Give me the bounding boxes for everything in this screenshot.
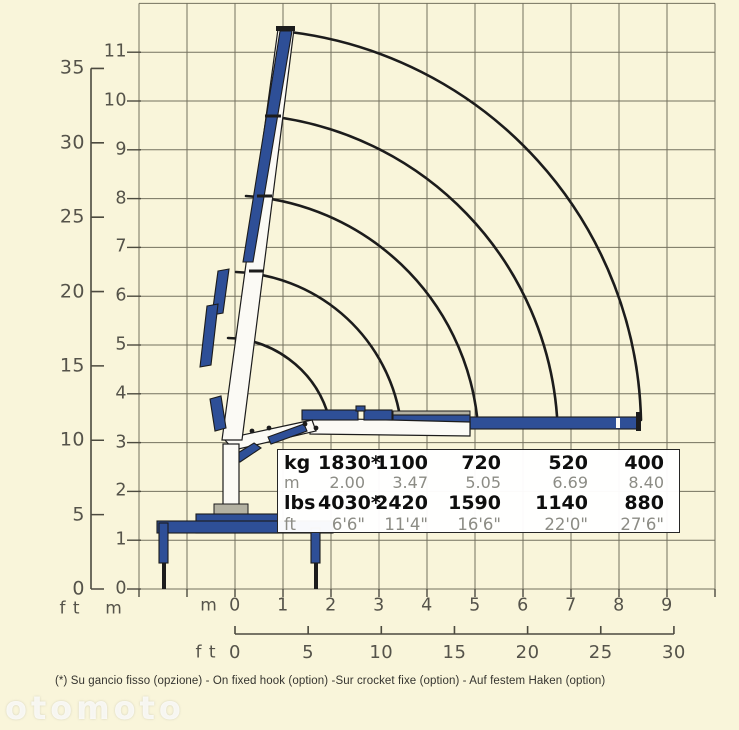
bottom-m-tick-label: 4 (421, 595, 433, 616)
left-ft-tick-label: 5 (72, 503, 85, 526)
bottom-ft-tick-label: 10 (369, 642, 394, 663)
bottom-m-tick-label: 6 (517, 595, 529, 616)
table-cell: 22'0" (544, 514, 588, 534)
crane-knuckle (222, 419, 319, 463)
bottom-ft-tick-label: 30 (661, 642, 686, 663)
table-row-label: kg (284, 452, 311, 474)
left-m-tick-label: 11 (103, 41, 127, 62)
load-capacity-table: kg 1830* 1100 720 520 400 m 2.00 3.47 5.05 6.69 8.4… (277, 449, 680, 534)
table-cell: 2.00 (329, 473, 365, 492)
bottom-ft-tick-label: 20 (515, 642, 540, 663)
table-row-label: ft (284, 514, 296, 534)
left-m-tick-label: 4 (115, 383, 127, 404)
table-cell: 720 (461, 452, 501, 474)
table-cell: 1830* (318, 452, 381, 474)
table-row: m 2.00 3.47 5.05 6.69 8.40 (278, 473, 679, 492)
bottom-ft-tick-label: 5 (302, 642, 315, 663)
bottom-ft-tick-label: 15 (442, 642, 467, 663)
bottom-m-tick-label: 1 (277, 595, 289, 616)
envelope-arc-3 (244, 194, 479, 418)
table-cell: 2420 (375, 492, 428, 514)
table-cell: 1590 (448, 492, 501, 514)
left-m-tick-label: 10 (103, 90, 127, 111)
table-cell: 16'6" (457, 514, 501, 534)
left-m-tick-label: 2 (115, 480, 127, 501)
bottom-m-tick-label: 0 (229, 595, 241, 616)
left-m-axis-unit: m (105, 598, 123, 619)
left-m-tick-label: 7 (115, 236, 127, 257)
crane-horizontal-boom (301, 405, 641, 437)
table-cell: 5.05 (465, 473, 501, 492)
left-ft-tick-label: 30 (59, 131, 85, 154)
load-table-body: kg 1830* 1100 720 520 400 m 2.00 3.47 5.05 6.69 8.4… (278, 452, 679, 534)
left-ft-tick-label: 10 (59, 428, 85, 451)
left-m-tick-label: 0 (115, 578, 127, 599)
working-envelope-arcs (226, 30, 643, 422)
table-cell: 1100 (375, 452, 428, 474)
envelope-arc-2 (266, 114, 559, 418)
bottom-ft-axis-unit: f t (195, 642, 217, 663)
footnote: (*) Su gancio fisso (opzione) - On fixed… (55, 675, 606, 687)
axis-brackets (90, 51, 716, 635)
envelope-arc-1 (288, 30, 643, 422)
envelope-arc-4 (234, 270, 401, 413)
table-row-label: lbs (284, 492, 316, 514)
table-row: kg 1830* 1100 720 520 400 (278, 452, 679, 474)
left-ft-tick-label: 20 (59, 280, 85, 302)
left-m-tick-label: 3 (115, 431, 127, 452)
watermark: otomoto (5, 689, 185, 727)
table-cell: 400 (624, 452, 664, 474)
crane-outrigger-right (310, 527, 321, 589)
table-cell: 4030* (318, 492, 381, 514)
bottom-m-tick-label: 5 (469, 595, 481, 616)
bottom-m-tick-label: 9 (661, 595, 673, 616)
bottom-m-tick-label: 2 (325, 595, 337, 616)
table-cell: 27'6" (620, 514, 664, 534)
table-row-label: m (284, 473, 300, 492)
table-row: ft 6'6" 11'4" 16'6" 22'0" 27'6" (278, 514, 679, 534)
bottom-m-tick-label: 8 (613, 595, 625, 616)
table-cell: 880 (624, 492, 664, 514)
crane-vertical-boom (199, 26, 295, 441)
crane-drawing (156, 26, 641, 589)
left-m-tick-label: 6 (115, 285, 127, 306)
left-ft-tick-label: 25 (59, 205, 85, 228)
left-ft-tick-label: 0 (72, 577, 85, 600)
table-cell: 1140 (535, 492, 588, 514)
bottom-ft-tick-label: 0 (229, 642, 241, 663)
left-m-tick-label: 8 (115, 187, 127, 208)
bottom-m-axis-unit: m (200, 595, 218, 616)
crane-outrigger-left (158, 522, 169, 589)
table-cell: 6'6" (331, 514, 365, 534)
table-row: lbs 4030* 2420 1590 1140 880 (278, 492, 679, 514)
left-m-tick-label: 1 (115, 529, 127, 550)
table-cell: 8.40 (628, 473, 664, 492)
left-ft-tick-label: 15 (59, 354, 85, 377)
table-cell: 3.47 (392, 473, 428, 492)
left-m-tick-label: 9 (115, 139, 127, 160)
bottom-ft-tick-label: 25 (588, 642, 613, 663)
slewing-ring (213, 503, 249, 515)
left-ft-tick-label: 35 (59, 56, 85, 79)
left-ft-axis-unit: f t (59, 598, 81, 619)
table-cell: 520 (548, 452, 588, 474)
table-cell: 6.69 (552, 473, 588, 492)
bottom-m-tick-label: 7 (565, 595, 577, 616)
left-m-tick-label: 5 (115, 334, 127, 355)
table-cell: 11'4" (384, 514, 428, 534)
bottom-m-tick-label: 3 (373, 595, 385, 616)
